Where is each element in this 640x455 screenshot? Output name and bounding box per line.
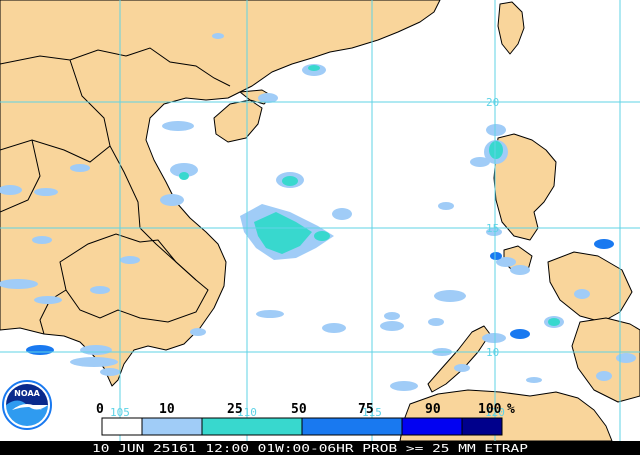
rain-area	[486, 124, 506, 136]
lat-label-20: 20	[486, 96, 499, 109]
rain-area	[380, 321, 404, 331]
rain-area	[179, 172, 189, 180]
legend-tick-label: 50	[291, 402, 307, 417]
rain-area	[510, 329, 530, 339]
lat-label-15: 15	[486, 222, 499, 235]
rain-area	[454, 364, 470, 372]
rain-area	[26, 345, 54, 355]
rain-area	[34, 188, 58, 196]
rain-area	[438, 202, 454, 210]
border-myanmar	[0, 139, 41, 213]
rain-area	[0, 279, 38, 289]
lat-label-10: 10	[486, 346, 499, 359]
legend-bin	[401, 417, 463, 436]
rain-area	[170, 163, 198, 177]
rain-area	[190, 328, 206, 336]
rain-area	[390, 381, 418, 391]
rain-area	[70, 357, 118, 367]
rain-area	[574, 289, 590, 299]
taiwan-island	[497, 1, 525, 55]
rain-area	[470, 157, 490, 167]
rain-area	[0, 185, 22, 195]
legend-bin	[141, 417, 203, 436]
border-laos-west	[69, 59, 197, 281]
rain-area	[548, 318, 560, 326]
rain-area	[120, 256, 140, 264]
border-cambodia	[59, 233, 209, 323]
legend-bin	[101, 417, 143, 436]
rain-area	[34, 296, 62, 304]
rain-area	[256, 310, 284, 318]
rain-area	[162, 121, 194, 131]
lon-label-110: 110	[237, 406, 257, 419]
rain-area	[596, 371, 612, 381]
rain-area	[332, 208, 352, 220]
rain-area	[80, 345, 112, 355]
legend-tick-label: 75	[358, 402, 374, 417]
legend-tick-label: 25	[227, 402, 243, 417]
rain-area	[32, 236, 52, 244]
rain-area	[90, 286, 110, 294]
rain-area	[322, 323, 346, 333]
mindanao-island	[571, 317, 640, 403]
rain-area	[594, 239, 614, 249]
border-thailand-south	[39, 289, 67, 335]
legend-percent-symbol: %	[507, 402, 515, 417]
rain-area	[100, 368, 120, 376]
legend-colorbar	[101, 417, 503, 436]
rain-area	[428, 318, 444, 326]
legend-tick-label: 0	[96, 402, 104, 417]
lon-label-105: 105	[110, 406, 130, 419]
lon-label-115: 115	[362, 406, 382, 419]
legend-bin	[461, 417, 503, 436]
hainan-island	[213, 99, 263, 143]
footer-text: 10 JUN 25161 12:00 01W:00-06HR PROB >= 2…	[92, 442, 528, 455]
legend-bin	[301, 417, 403, 436]
rain-area	[70, 164, 90, 172]
lon-label-120: 120	[485, 406, 505, 419]
noaa-logo-wave	[12, 404, 42, 410]
rain-area	[282, 176, 298, 186]
footer-bar	[0, 441, 640, 455]
rain-area	[308, 65, 320, 71]
rain-area	[496, 257, 516, 267]
noaa-logo-bird	[6, 400, 48, 426]
rain-area	[314, 231, 330, 241]
rain-area	[384, 312, 400, 320]
legend-tick-label: 100	[478, 402, 502, 417]
noaa-logo-text: NOAA	[14, 389, 40, 398]
legend-tick-label: 90	[425, 402, 441, 417]
noaa-logo-sky	[6, 384, 48, 405]
rain-area	[510, 265, 530, 275]
rain-area	[434, 290, 466, 302]
border-thailand	[0, 139, 111, 163]
rain-area	[526, 377, 542, 383]
palawan-island	[427, 325, 491, 393]
rain-area	[160, 194, 184, 206]
rain-area	[489, 141, 503, 159]
rain-area	[486, 228, 502, 236]
rain-area	[490, 252, 502, 260]
legend-bin	[201, 417, 303, 436]
rain-area	[212, 33, 224, 39]
rain-area	[482, 333, 506, 343]
rain-area	[254, 212, 312, 254]
rain-area	[616, 353, 636, 363]
legend-tick-label: 10	[159, 402, 175, 417]
rain-area	[258, 93, 278, 103]
border-china-north	[0, 47, 231, 87]
noaa-logo: NOAA	[2, 380, 52, 430]
